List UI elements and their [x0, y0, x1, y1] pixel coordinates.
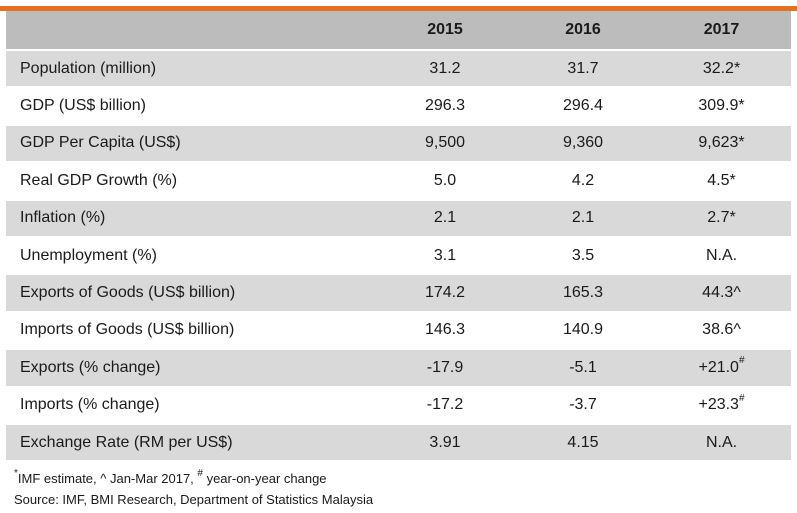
cell-2017: 4.5*	[652, 163, 791, 201]
footnote-hash-text: year-on-year change	[202, 471, 327, 486]
row-label: Imports (% change)	[6, 388, 376, 425]
cell-2016: 31.7	[514, 51, 652, 89]
table-body: Population (million) 31.2 31.7 32.2* GDP (US…	[6, 51, 791, 463]
table-row: Population (million) 31.2 31.7 32.2*	[6, 51, 791, 89]
row-label: Exports (% change)	[6, 350, 376, 388]
table-row: Unemployment (%) 3.1 3.5 N.A.	[6, 238, 791, 276]
row-label: Exchange Rate (RM per US$)	[6, 424, 376, 463]
cell-2015: -17.2	[376, 388, 514, 425]
table-row: Imports (% change) -17.2 -3.7 +23.3#	[6, 388, 791, 425]
cell-2017: +21.0#	[652, 350, 791, 388]
cell-2017-value: 44.3	[702, 284, 734, 302]
cell-2017-value: +23.3	[698, 396, 739, 414]
cell-2016: 9,360	[514, 125, 652, 164]
cell-2017: 309.9*	[652, 88, 791, 126]
cell-2016: -3.7	[514, 388, 652, 425]
header-year-2016: 2016	[514, 11, 652, 51]
cell-2016: 4.15	[514, 424, 652, 463]
table-row: Inflation (%) 2.1 2.1 2.7*	[6, 200, 791, 238]
cell-2017: 32.2*	[652, 51, 791, 89]
row-label: Unemployment (%)	[6, 238, 376, 276]
cell-2015: 174.2	[376, 275, 514, 313]
cell-2017: 9,623*	[652, 125, 791, 164]
footnote-source: Source: IMF, BMI Research, Department of…	[14, 492, 374, 507]
header-label-column	[6, 11, 376, 51]
cell-2017-footnote-mark: ^	[733, 284, 741, 302]
cell-2017: N.A.	[652, 238, 791, 276]
cell-2017-footnote-mark: #	[738, 392, 745, 404]
cell-2016: -5.1	[514, 350, 652, 388]
cell-2015: 31.2	[376, 51, 514, 89]
accent-bar	[0, 6, 797, 11]
cell-2015: 3.91	[376, 424, 514, 463]
cell-2017-value: N.A.	[705, 246, 738, 264]
cell-2017-value: +21.0	[698, 358, 739, 376]
row-label: Exports of Goods (US$ billion)	[6, 275, 376, 313]
cell-2015: 2.1	[376, 200, 514, 238]
footnote-star-text: IMF estimate, ^ Jan-Mar 2017,	[17, 471, 198, 486]
cell-2015: 146.3	[376, 313, 514, 351]
cell-2015: 296.3	[376, 88, 514, 126]
table-header-row: 2015 2016 2017	[6, 11, 791, 51]
table-row: Exports (% change) -17.9 -5.1 +21.0#	[6, 350, 791, 388]
footnote-star-mark: *	[14, 467, 18, 479]
cell-2017: 38.6^	[652, 313, 791, 351]
cell-2016: 2.1	[514, 200, 652, 238]
table-row: Exports of Goods (US$ billion) 174.2 165.3…	[6, 275, 791, 313]
cell-2017-value: 9,623	[698, 134, 739, 152]
table-row: Imports of Goods (US$ billion) 146.3 140.9…	[6, 313, 791, 351]
table-row: Real GDP Growth (%) 5.0 4.2 4.5*	[6, 163, 791, 201]
cell-2016: 296.4	[514, 88, 652, 126]
cell-2017-value: 4.5	[707, 171, 730, 189]
cell-2016: 3.5	[514, 238, 652, 276]
cell-2017-value: N.A.	[705, 433, 738, 451]
cell-2017: +23.3#	[652, 388, 791, 425]
cell-2017-value: 32.2	[702, 59, 734, 77]
footnote-hash-mark: #	[197, 467, 203, 479]
cell-2017-value: 38.6	[702, 321, 734, 339]
row-label: GDP (US$ billion)	[6, 88, 376, 126]
row-label: Population (million)	[6, 51, 376, 89]
cell-2015: -17.9	[376, 350, 514, 388]
table-row: GDP Per Capita (US$) 9,500 9,360 9,623*	[6, 125, 791, 164]
cell-2017-footnote-mark: *	[733, 59, 741, 77]
cell-2016: 165.3	[514, 275, 652, 313]
row-label: Real GDP Growth (%)	[6, 163, 376, 201]
cell-2016: 4.2	[514, 163, 652, 201]
cell-2017-footnote-mark: *	[738, 97, 745, 115]
cell-2017-footnote-mark: *	[729, 171, 736, 189]
economic-indicators-table: 2015 2016 2017 Population (million) 31.2 3…	[6, 11, 791, 463]
row-label: Imports of Goods (US$ billion)	[6, 313, 376, 351]
cell-2015: 3.1	[376, 238, 514, 276]
header-year-2015: 2015	[376, 11, 514, 51]
footnote-notes: *IMF estimate, ^ Jan-Mar 2017, # year-on…	[14, 467, 327, 486]
cell-2017-footnote-mark: *	[729, 209, 736, 227]
row-label: GDP Per Capita (US$)	[6, 125, 376, 164]
cell-2017-footnote-mark: #	[738, 355, 745, 367]
table-row: GDP (US$ billion) 296.3 296.4 309.9*	[6, 88, 791, 126]
cell-2017-footnote-mark: ^	[733, 321, 741, 339]
cell-2016: 140.9	[514, 313, 652, 351]
header-year-2017: 2017	[652, 11, 791, 51]
cell-2015: 9,500	[376, 125, 514, 164]
row-label: Inflation (%)	[6, 200, 376, 238]
cell-2017-value: 309.9	[698, 97, 739, 115]
cell-2017-footnote-mark: *	[738, 134, 745, 152]
cell-2017-value: 2.7	[707, 209, 730, 227]
cell-2017: 2.7*	[652, 200, 791, 238]
cell-2015: 5.0	[376, 163, 514, 201]
cell-2017: N.A.	[652, 424, 791, 463]
cell-2017: 44.3^	[652, 275, 791, 313]
table-row: Exchange Rate (RM per US$) 3.91 4.15 N.A.	[6, 424, 791, 463]
